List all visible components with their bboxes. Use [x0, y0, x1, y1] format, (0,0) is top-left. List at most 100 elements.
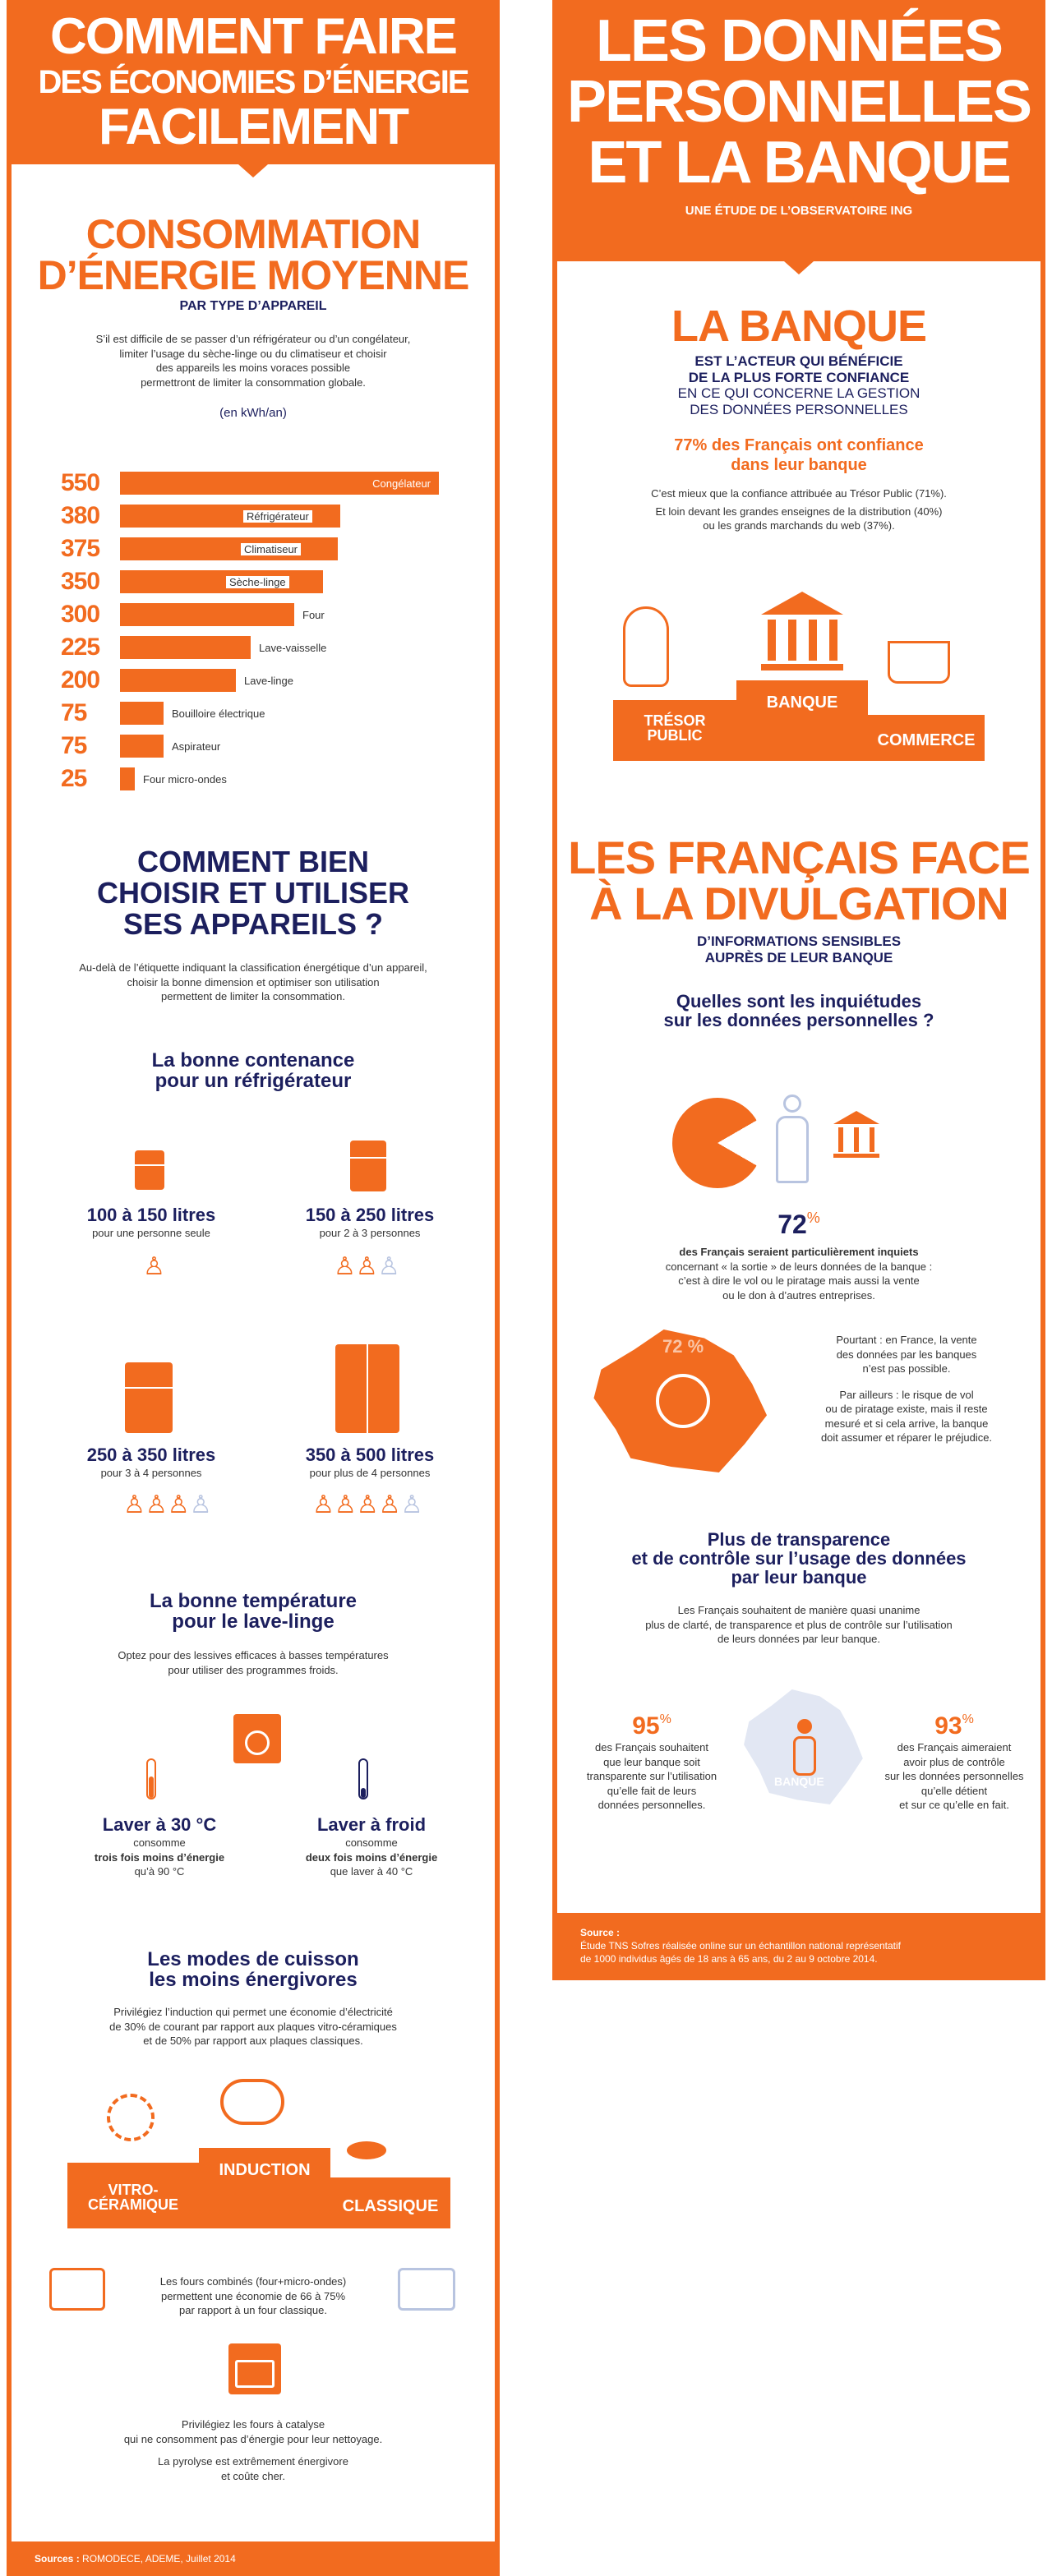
- transparence-left-3: transparente sur l’utilisation: [586, 1770, 717, 1783]
- vitroceramic-hob-icon: [107, 2094, 155, 2141]
- conso-unit: (en kWh/an): [219, 406, 287, 421]
- podium-tresor-line2: PUBLIC: [647, 727, 703, 744]
- thermometer-hot-icon: [146, 1758, 156, 1800]
- bar-row: 300 Four: [61, 601, 325, 628]
- bar-category-label: Lave-vaisselle: [259, 641, 327, 654]
- left-banner: COMMENT FAIRE DES ÉCONOMIES D’ÉNERGIE FA…: [12, 0, 495, 164]
- shopping-basket-icon: [888, 641, 950, 684]
- bar-value-label: 75: [61, 732, 87, 759]
- podium-banque-label: BANQUE: [766, 694, 838, 712]
- banque-stat-2: dans leur banque: [731, 456, 867, 475]
- bar-value-label: 25: [61, 765, 87, 792]
- fours-text-1: Les fours combinés (four+micro-ondes): [159, 2275, 347, 2288]
- cuisson-title-2: les moins énergivores: [149, 1969, 358, 1992]
- double-fridge-icon: [335, 1344, 399, 1433]
- person-outline-icon: [776, 1094, 809, 1187]
- transparence-text-2: plus de clarté, de transparence et plus …: [645, 1618, 953, 1631]
- choisir-title-3: SES APPAREILS ?: [122, 906, 384, 941]
- divulgation-question-2: sur les données personnelles ?: [663, 1010, 934, 1031]
- pourtant-3: n’est pas possible.: [862, 1362, 951, 1376]
- podium-vitro-line1: VITRO-: [108, 2182, 159, 2198]
- cuisson-title-1: Les modes de cuisson: [147, 1948, 359, 1970]
- left-sources-text: ROMODECE, ADEME, Juillet 2014: [82, 2553, 236, 2564]
- person-orange-icon: [793, 1719, 816, 1776]
- transparence-left-pct: 95: [632, 1712, 660, 1740]
- bar-category-label: Four micro-ondes: [143, 772, 227, 786]
- large-fridge-icon: [125, 1362, 173, 1433]
- transparence-text-3: de leurs données par leur banque.: [717, 1633, 881, 1646]
- transparence-right-1: des Français aimeraient: [897, 1741, 1012, 1753]
- conso-title-2: D’ÉNERGIE MOYENNE: [37, 252, 470, 298]
- washing-machine-icon: [233, 1714, 281, 1763]
- frigo-who-1: pour une personne seule: [92, 1227, 210, 1239]
- bar-category-label: Bouilloire électrique: [172, 707, 265, 720]
- divulgation-sub-1: D’INFORMATIONS SENSIBLES: [696, 933, 902, 949]
- banque-title: LA BANQUE: [671, 302, 927, 351]
- right-banner: LES DONNÉES PERSONNELLES ET LA BANQUE UN…: [557, 0, 1040, 261]
- bar: [120, 636, 251, 659]
- bar-category-label: Sèche-linge: [226, 575, 289, 588]
- bar: [120, 570, 323, 593]
- bar-row: 75 Aspirateur: [61, 732, 221, 759]
- transparence-title-1: Plus de transparence: [707, 1529, 891, 1550]
- france-map-sad-icon: 72 %: [593, 1329, 768, 1472]
- choisir-title-1: COMMENT BIEN: [137, 845, 369, 878]
- podium-classique-label: CLASSIQUE: [342, 2197, 439, 2215]
- podium-induction-label: INDUCTION: [219, 2161, 311, 2179]
- lavage-froid-line1: consomme: [345, 1836, 398, 1849]
- banque-text-2: Et loin devant les grandes enseignes de …: [655, 505, 943, 518]
- left-banner-line3: FACILEMENT: [98, 99, 409, 155]
- transparence-title-3: par leur banque: [731, 1567, 867, 1588]
- cuisson-text-1: Privilégiez l’induction qui permet une é…: [113, 2006, 393, 2019]
- lavage-30-line1: consomme: [133, 1836, 186, 1849]
- banque-sub-3: EN CE QUI CONCERNE LA GESTION: [677, 385, 920, 402]
- bar-value-label: 225: [61, 634, 100, 661]
- bar: [120, 767, 135, 790]
- bar-value-label: 75: [61, 699, 87, 726]
- ailleurs-1: Par ailleurs : le risque de vol: [839, 1388, 974, 1401]
- lavage-title-2: pour le lave-linge: [172, 1611, 335, 1634]
- person-icon-group-2: ♙♙♙: [334, 1253, 400, 1280]
- right-banner-line3: ET LA BANQUE: [588, 130, 1011, 196]
- pacman-data-thief-icon: [672, 1098, 763, 1188]
- right-banner-line1: LES DONNÉES: [595, 8, 1004, 74]
- podium-commerce: COMMERCE: [868, 715, 985, 761]
- conso-text-3: des appareils les moins voraces possible: [155, 362, 351, 375]
- left-sources-bar: Sources : ROMODECE, ADEME, Juillet 2014: [12, 2541, 495, 2576]
- podium-banque: BANQUE: [736, 680, 868, 761]
- right-source-1: Étude TNS Sofres réalisée online sur un …: [580, 1940, 902, 1952]
- bar: [120, 537, 338, 560]
- bar-category-label: Réfrigérateur: [243, 509, 312, 523]
- bar-row: 350 Sèche-linge: [61, 568, 323, 595]
- ailleurs-2: ou de piratage existe, mais il reste: [825, 1403, 988, 1416]
- bar-row: 380 Réfrigérateur: [61, 502, 340, 529]
- microwave-oven-icon: [398, 2268, 455, 2311]
- choisir-text-3: permettent de limiter la consommation.: [161, 990, 345, 1003]
- frigo-who-4: pour plus de 4 personnes: [309, 1467, 431, 1479]
- divulgation-question-1: Quelles sont les inquiétudes: [676, 991, 922, 1012]
- right-source-2: de 1000 individus âgés de 18 ans à 65 an…: [580, 1953, 878, 1965]
- medium-fridge-icon: [350, 1141, 386, 1191]
- transparence-left-5: données personnelles.: [598, 1799, 706, 1812]
- podium-classique: CLASSIQUE: [330, 2177, 450, 2228]
- divulgation-sub-2: AUPRÈS DE LEUR BANQUE: [704, 949, 893, 965]
- transparence-text-1: Les Français souhaitent de manière quasi…: [677, 1604, 920, 1617]
- right-banner-line2: PERSONNELLES: [566, 69, 1032, 135]
- choisir-text-2: choisir la bonne dimension et optimiser …: [127, 975, 380, 988]
- conso-text-4: permettront de limiter la consommation g…: [141, 376, 366, 389]
- lavage-text-1: Optez pour des lessives efficaces à bass…: [118, 1649, 389, 1662]
- bar: [120, 603, 294, 626]
- small-fridge-icon: [135, 1150, 164, 1190]
- conso-text-2: limiter l’usage du sèche-linge ou du cli…: [119, 347, 387, 360]
- marianne-icon: [623, 606, 669, 687]
- divulgation-text-2: concernant « la sortie » de leurs donnée…: [665, 1260, 933, 1273]
- bar-row: 25 Four micro-ondes: [61, 765, 227, 792]
- divulgation-title-1: LES FRANÇAIS FACE: [568, 832, 1031, 883]
- map-bank-label: BANQUE: [774, 1775, 824, 1788]
- bar-row: 550 Congélateur: [61, 469, 439, 496]
- lavage-title-1: La bonne température: [149, 1590, 358, 1612]
- lavage-30-line3: qu’à 90 °C: [134, 1865, 185, 1878]
- fours-text-3: par rapport à un four classique.: [179, 2304, 327, 2317]
- transparence-right-3: sur les données personnelles: [884, 1770, 1024, 1783]
- bar-category-label: Aspirateur: [172, 740, 221, 753]
